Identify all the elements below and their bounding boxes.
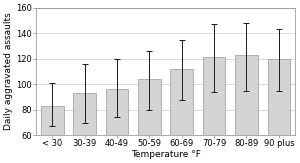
Bar [138, 79, 161, 163]
Bar [170, 69, 193, 163]
Bar [73, 93, 96, 163]
Bar [106, 89, 128, 163]
X-axis label: Temperature °F: Temperature °F [130, 150, 200, 159]
Bar [235, 55, 258, 163]
Bar [41, 106, 64, 163]
Bar [203, 57, 225, 163]
Y-axis label: Daily aggravated assaults: Daily aggravated assaults [4, 13, 13, 130]
Bar [268, 59, 290, 163]
